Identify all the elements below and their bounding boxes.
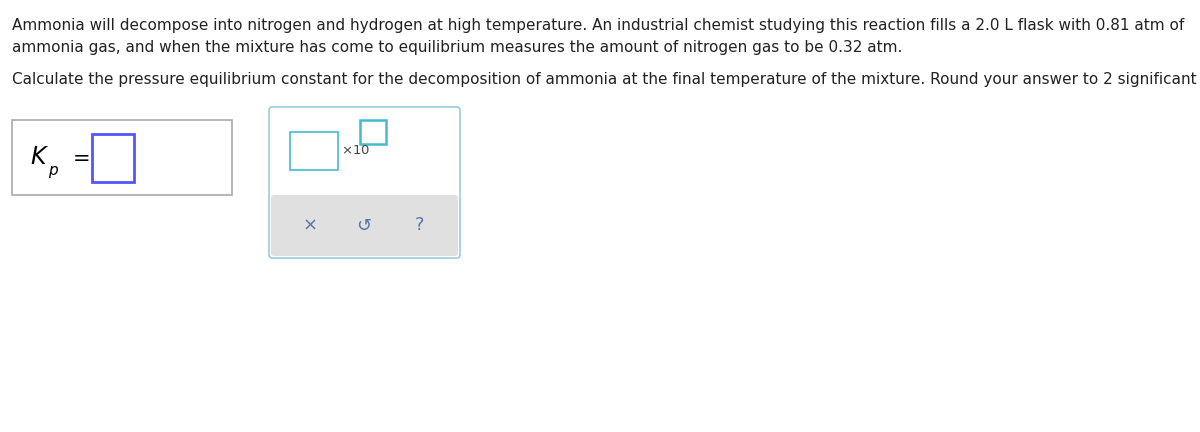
Text: ammonia gas, and when the mixture has come to equilibrium measures the amount of: ammonia gas, and when the mixture has co… bbox=[12, 40, 902, 55]
Text: ×: × bbox=[302, 216, 318, 235]
Bar bbox=[290, 132, 338, 170]
Bar bbox=[360, 120, 386, 144]
Text: Calculate the pressure equilibrium constant for the decomposition of ammonia at : Calculate the pressure equilibrium const… bbox=[12, 72, 1200, 87]
Text: ?: ? bbox=[415, 216, 425, 235]
Bar bbox=[92, 134, 134, 182]
FancyBboxPatch shape bbox=[269, 107, 460, 258]
Text: ↺: ↺ bbox=[356, 216, 372, 235]
Text: $\times$10: $\times$10 bbox=[341, 144, 370, 158]
Text: $\mathit{K}$: $\mathit{K}$ bbox=[30, 145, 49, 169]
FancyBboxPatch shape bbox=[271, 195, 458, 256]
Text: Ammonia will decompose into nitrogen and hydrogen at high temperature. An indust: Ammonia will decompose into nitrogen and… bbox=[12, 18, 1184, 33]
Text: $\mathit{p}$: $\mathit{p}$ bbox=[48, 164, 59, 180]
Bar bbox=[12, 120, 232, 195]
Text: $=$: $=$ bbox=[68, 147, 90, 167]
